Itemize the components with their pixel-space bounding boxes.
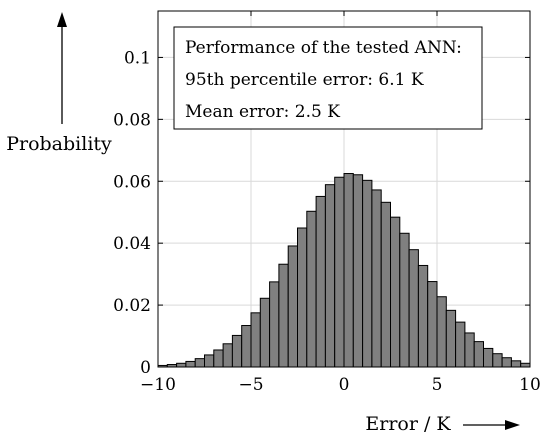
histogram-bar bbox=[259, 297, 271, 368]
histogram-bar bbox=[390, 216, 401, 368]
histogram-bar bbox=[324, 184, 336, 368]
histogram-bar bbox=[510, 360, 522, 368]
histogram-bar bbox=[176, 362, 187, 368]
histogram-bar bbox=[334, 176, 345, 368]
histogram-bar bbox=[222, 343, 233, 368]
annotation-line-mean: Mean error: 2.5 K bbox=[185, 102, 340, 122]
histogram-bar bbox=[399, 232, 410, 368]
histogram-bar bbox=[427, 281, 438, 368]
y-tick-label: 0 bbox=[140, 358, 151, 378]
annotation-box-frame bbox=[173, 26, 483, 130]
histogram-bar bbox=[520, 362, 531, 368]
histogram-bar bbox=[343, 173, 354, 368]
y-tick-label: 0.1 bbox=[124, 48, 151, 68]
histogram-bar bbox=[231, 334, 243, 368]
histogram-bar bbox=[204, 354, 215, 368]
y-axis-arrow bbox=[57, 12, 67, 124]
histogram-bar bbox=[445, 309, 457, 368]
y-axis-label: Probability bbox=[6, 133, 112, 155]
histogram-bar bbox=[213, 349, 224, 368]
histogram-bar bbox=[473, 341, 485, 368]
y-tick-label: 0.06 bbox=[113, 172, 151, 192]
histogram-bar bbox=[362, 179, 373, 368]
y-tick-label: 0.02 bbox=[113, 296, 151, 316]
histogram-bar bbox=[464, 332, 475, 368]
histogram-bar bbox=[250, 312, 261, 368]
y-tick-label: 0.04 bbox=[113, 234, 151, 254]
histogram-bar bbox=[436, 296, 447, 368]
histogram-bar bbox=[501, 357, 512, 368]
axis-ticks bbox=[157, 11, 531, 368]
histogram-bar bbox=[306, 210, 317, 368]
histogram-bar bbox=[185, 360, 196, 368]
x-tick-label: 5 bbox=[432, 375, 443, 395]
histogram-bar bbox=[492, 353, 503, 368]
histogram-bars bbox=[157, 173, 531, 368]
x-axis-arrow bbox=[463, 420, 520, 430]
histogram-bar bbox=[278, 263, 289, 368]
annotation-box: Performance of the tested ANN: 95th perc… bbox=[173, 26, 483, 130]
histogram-bar bbox=[241, 325, 252, 368]
histogram-bar bbox=[483, 347, 494, 368]
x-tick-label: 0 bbox=[339, 375, 350, 395]
x-tick-label: −5 bbox=[238, 375, 263, 395]
histogram-bar bbox=[380, 201, 392, 368]
y-tick-label: 0.08 bbox=[113, 110, 151, 130]
histogram-bar bbox=[297, 227, 308, 368]
x-tick-label: −10 bbox=[140, 375, 176, 395]
annotation-line-title: Performance of the tested ANN: bbox=[185, 38, 462, 58]
histogram-bar bbox=[269, 281, 280, 368]
tick-labels: −10 −5 0 5 10 0 0.02 0.04 0.06 0.08 0.1 bbox=[113, 48, 541, 395]
histogram-bar bbox=[371, 189, 382, 368]
annotation-line-percentile: 95th percentile error: 6.1 K bbox=[185, 70, 424, 90]
histogram-bar bbox=[194, 358, 205, 368]
histogram-bar bbox=[455, 321, 466, 368]
histogram-bar bbox=[352, 174, 364, 368]
histogram-bar bbox=[417, 264, 429, 368]
x-axis-label: Error / K bbox=[365, 413, 451, 435]
histogram-bar bbox=[408, 249, 419, 368]
histogram-bar bbox=[287, 245, 299, 368]
histogram-bar bbox=[315, 195, 326, 368]
x-tick-label: 10 bbox=[519, 375, 541, 395]
